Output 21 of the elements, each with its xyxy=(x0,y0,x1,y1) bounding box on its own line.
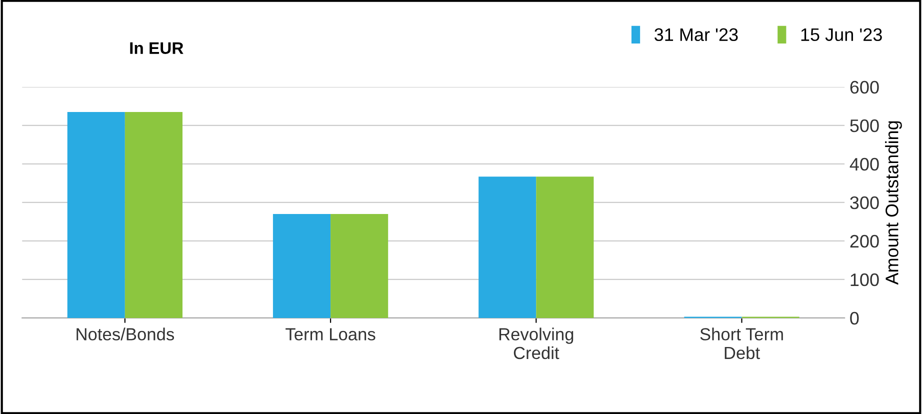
bar xyxy=(272,214,331,318)
y-tick-label: 600 xyxy=(850,80,879,94)
legend-label: 15 Jun '23 xyxy=(801,28,882,42)
x-tick-label: Short Term Debt xyxy=(700,328,783,360)
y-tick-label: 0 xyxy=(850,312,859,325)
bar xyxy=(67,112,125,318)
y-tick-label: 400 xyxy=(850,158,879,171)
y-tick-label: 300 xyxy=(850,196,879,210)
y-tick-label: 200 xyxy=(850,234,879,248)
legend-label: 31 Mar '23 xyxy=(654,28,738,42)
bar xyxy=(124,112,182,318)
chart-title: In EUR xyxy=(130,42,184,54)
y-tick-label: 100 xyxy=(850,273,879,286)
x-tick-label: Term Loans xyxy=(286,328,376,340)
bar xyxy=(330,214,388,318)
x-tick-label: Notes/Bonds xyxy=(76,328,174,340)
bar xyxy=(478,176,536,318)
x-tick-label: Revolving Credit xyxy=(499,328,574,360)
bar xyxy=(536,176,594,318)
y-tick-label: 500 xyxy=(850,119,879,132)
y-axis-title: Amount Outstanding xyxy=(885,121,902,285)
